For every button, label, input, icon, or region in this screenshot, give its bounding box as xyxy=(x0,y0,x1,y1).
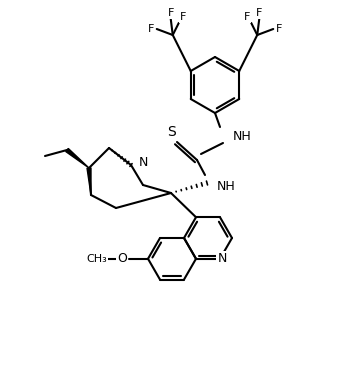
Text: F: F xyxy=(168,8,174,18)
Text: N: N xyxy=(217,252,227,265)
Text: NH: NH xyxy=(233,130,252,143)
Text: CH₃: CH₃ xyxy=(87,254,107,264)
Text: F: F xyxy=(180,12,186,22)
Text: O: O xyxy=(117,252,127,265)
Text: NH: NH xyxy=(217,180,236,192)
Text: S: S xyxy=(166,125,175,139)
Text: F: F xyxy=(244,12,251,22)
Polygon shape xyxy=(66,149,89,168)
Text: N: N xyxy=(139,155,148,169)
Text: F: F xyxy=(256,8,262,18)
Polygon shape xyxy=(87,168,91,195)
Text: F: F xyxy=(276,24,282,34)
Text: F: F xyxy=(147,24,154,34)
